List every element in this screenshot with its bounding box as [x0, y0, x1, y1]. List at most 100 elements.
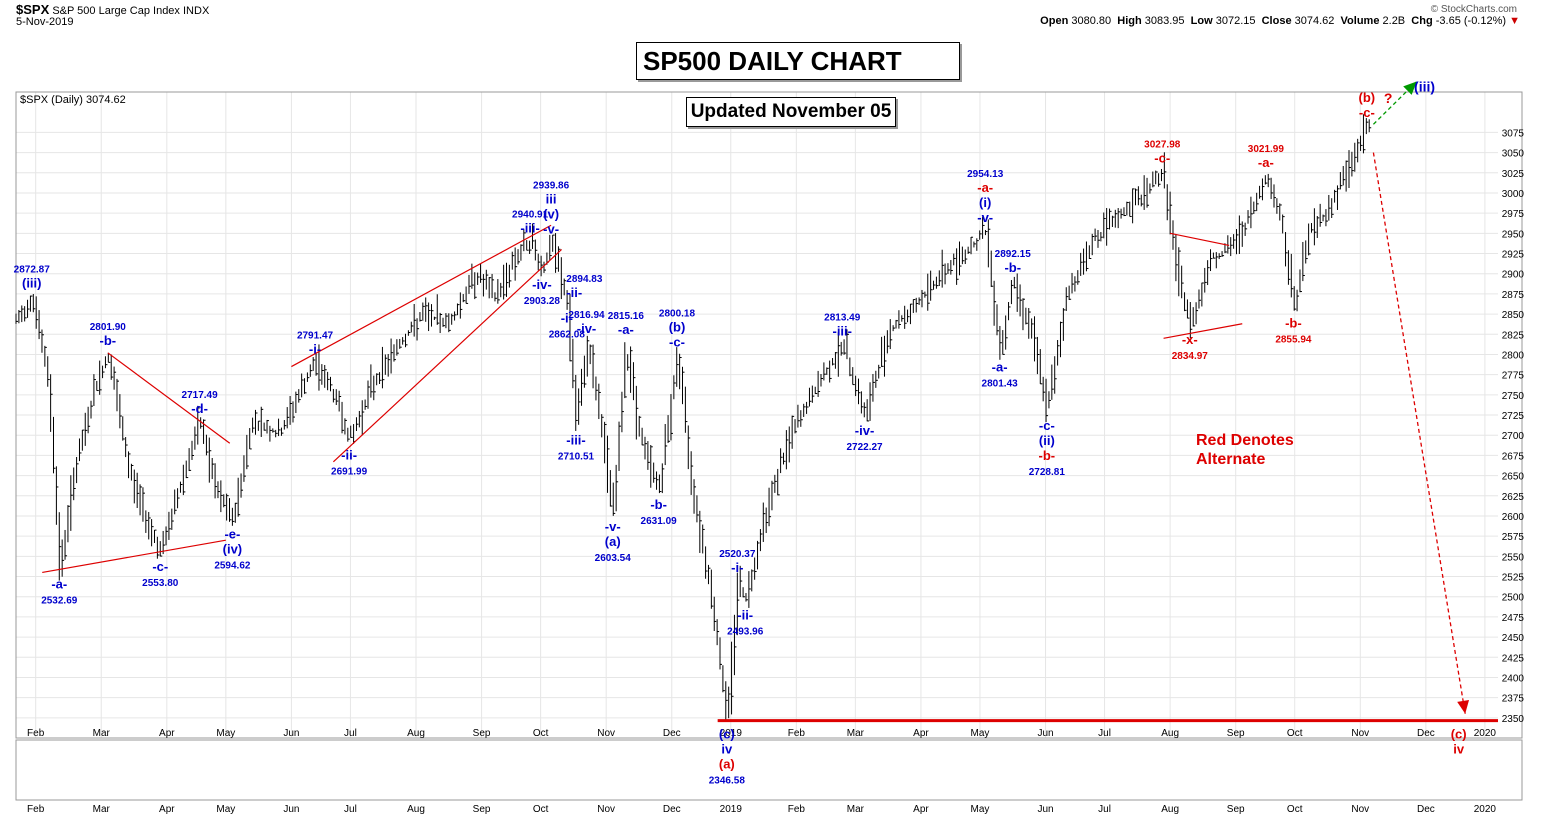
y-tick-label: 2600 — [1502, 512, 1525, 523]
y-tick-label: 2575 — [1502, 532, 1525, 543]
wave-label: -c- — [1039, 418, 1055, 433]
x-tick-label: 2019 — [720, 728, 743, 739]
y-tick-label: 2500 — [1502, 593, 1525, 604]
lower-x-tick-label: Aug — [1161, 804, 1179, 815]
high-label: High — [1117, 15, 1142, 27]
x-tick-label: 2020 — [1474, 728, 1497, 739]
x-tick-label: Dec — [663, 728, 681, 739]
wave-label: (c) — [719, 727, 735, 742]
chart-legend: $SPX (Daily) 3074.62 — [20, 94, 126, 106]
lower-x-tick-label: Oct — [1287, 804, 1303, 815]
wave-label: 2631.09 — [641, 516, 678, 527]
wave-label: iv — [721, 742, 733, 757]
y-tick-label: 2450 — [1502, 633, 1525, 644]
wave-label: -b- — [1285, 315, 1302, 330]
wave-label: 2710.51 — [558, 452, 595, 463]
x-tick-label: Feb — [788, 728, 806, 739]
wave-label: 2813.49 — [824, 313, 861, 324]
y-tick-label: 2675 — [1502, 451, 1525, 462]
wave-label: 2722.27 — [846, 442, 883, 453]
wave-label: -i- — [731, 560, 743, 575]
x-tick-label: Feb — [27, 728, 45, 739]
chg-value: -3.65 (-0.12%) — [1435, 15, 1507, 27]
price-bars — [15, 114, 1372, 721]
y-tick-label: 3050 — [1502, 149, 1525, 160]
lower-x-tick-label: Dec — [663, 804, 681, 815]
lower-x-tick-label: Jun — [283, 804, 299, 815]
wave-label: 2894.83 — [566, 274, 603, 285]
trendlines — [42, 224, 1498, 723]
lower-x-tick-label: May — [216, 804, 235, 815]
wave-label: 2800.18 — [659, 308, 696, 319]
lower-x-tick-label: Jul — [1098, 804, 1111, 815]
x-tick-label: Jul — [1098, 728, 1111, 739]
y-tick-label: 2525 — [1502, 573, 1525, 584]
x-tick-label: Apr — [913, 728, 929, 739]
wave-label: (a) — [719, 757, 735, 772]
lower-x-tick-label: Jul — [344, 804, 357, 815]
down-arrow-icon: ▼ — [1509, 15, 1520, 27]
wave-label: -ii- — [341, 448, 357, 463]
lower-x-tick-label: Mar — [93, 804, 111, 815]
wave-label: (iii) — [22, 276, 42, 291]
wave-label: 2346.58 — [709, 776, 746, 787]
x-tick-label: Jul — [344, 728, 357, 739]
lower-x-tick-label: Sep — [1227, 804, 1245, 815]
lower-x-tick-label: Jun — [1037, 804, 1053, 815]
wave-label: -e- — [224, 526, 240, 541]
wave-label: 3021.99 — [1248, 144, 1285, 155]
y-tick-label: 2625 — [1502, 492, 1525, 503]
projection-arrows — [1372, 81, 1470, 714]
low-value: 3072.15 — [1215, 15, 1256, 27]
lower-x-tick-label: May — [971, 804, 990, 815]
y-tick-label: 2775 — [1502, 371, 1525, 382]
wave-label: 2954.13 — [967, 169, 1004, 180]
lower-x-tick-label: Aug — [407, 804, 425, 815]
lower-x-tick-label: Mar — [847, 804, 865, 815]
wave-label: (b) — [1359, 90, 1376, 105]
wave-label: -b- — [1039, 448, 1056, 463]
wave-label: 2728.81 — [1029, 467, 1066, 478]
alternate-note-line2: Alternate — [1196, 451, 1265, 468]
lower-panel-frame — [15, 739, 1523, 801]
y-tick-label: 2650 — [1502, 472, 1525, 483]
wave-label: 2493.96 — [727, 627, 764, 638]
y-tick-label: 2425 — [1502, 653, 1525, 664]
wave-annotations: 2872.87(iii)-a-2532.692801.90-b--c-2553.… — [14, 79, 1467, 787]
wave-label: (a) — [605, 534, 621, 549]
y-tick-label: 2900 — [1502, 270, 1525, 281]
trendline — [332, 249, 562, 463]
x-tick-label: Jun — [1037, 728, 1053, 739]
price-panel-frame — [15, 91, 1523, 739]
wave-label: -a- — [51, 576, 67, 591]
wave-label: -b- — [650, 497, 667, 512]
wave-label: -a- — [618, 322, 634, 337]
watermark: © StockCharts.com — [1430, 4, 1517, 15]
wave-label: -a- — [1258, 155, 1274, 170]
grid — [16, 92, 1498, 738]
chart-title: SP500 DAILY CHART — [636, 42, 960, 80]
wave-label: -iii- — [832, 324, 852, 339]
question-mark: ? — [1384, 90, 1393, 106]
green-projection-arrow-head — [1403, 81, 1417, 95]
alternate-note-line1: Red Denotes — [1196, 432, 1294, 449]
lower-x-tick-label: 2020 — [1474, 804, 1497, 815]
y-tick-label: 2400 — [1502, 673, 1525, 684]
wave-label: 2691.99 — [331, 467, 368, 478]
wave-label: -iv- — [532, 277, 552, 292]
wave-label: -v- — [605, 519, 621, 534]
lower-x-tick-label: Nov — [597, 804, 615, 815]
wave-label: -iv- — [855, 423, 875, 438]
wave-label: -d- — [191, 401, 208, 416]
y-tick-label: 3075 — [1502, 128, 1525, 139]
wave-label: 2862.08 — [549, 329, 586, 340]
y-tick-label: 2475 — [1502, 613, 1525, 624]
x-tick-label: Mar — [93, 728, 111, 739]
updated-label: Updated November 05 — [686, 97, 896, 127]
wave-label: (iv) — [223, 541, 243, 556]
volume-value: 2.2B — [1382, 15, 1406, 27]
wave-label: 2872.87 — [14, 265, 51, 276]
wave-label: 2892.15 — [995, 249, 1032, 260]
wave-label: 2834.97 — [1172, 351, 1209, 362]
x-tick-label: May — [216, 728, 235, 739]
